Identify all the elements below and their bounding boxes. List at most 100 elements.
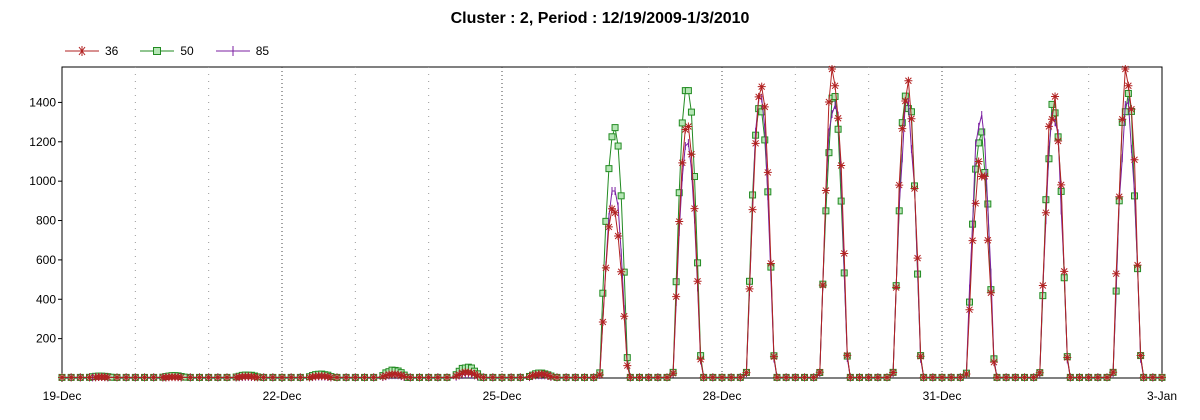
data-point [980, 172, 989, 181]
data-point [1011, 373, 1020, 382]
data-point [681, 125, 690, 134]
data-point [754, 92, 763, 101]
data-point [406, 373, 415, 382]
data-point [391, 370, 400, 379]
legend-label-85: 85 [255, 44, 270, 58]
data-point [149, 373, 158, 382]
data-point [278, 373, 286, 382]
data-point [458, 369, 467, 378]
data-point [831, 81, 840, 90]
data-point [696, 355, 705, 364]
data-point [824, 97, 833, 106]
data-point [791, 373, 800, 382]
data-point [895, 181, 904, 190]
data-point [525, 372, 534, 381]
data-point [1158, 373, 1166, 382]
data-point [259, 373, 268, 382]
series-line-36 [62, 68, 1162, 378]
data-point [1130, 155, 1139, 164]
legend: 36 50 85 [65, 42, 269, 60]
data-point [873, 373, 882, 382]
data-point [916, 352, 925, 361]
data-point [611, 124, 619, 132]
data-point [822, 207, 830, 215]
data-point [415, 373, 424, 382]
y-tick-label: 800 [36, 214, 56, 228]
data-point [727, 373, 736, 382]
y-tick-label: 200 [36, 332, 56, 346]
data-point [1148, 373, 1157, 382]
data-point [1127, 105, 1136, 114]
data-point [635, 373, 644, 382]
data-point [993, 373, 1001, 382]
data-point [653, 373, 662, 382]
data-point [1057, 180, 1066, 189]
data-point [1029, 373, 1038, 382]
legend-item-85: 85 [215, 42, 270, 60]
data-point [571, 373, 580, 382]
data-point [910, 184, 919, 193]
data-point [855, 373, 864, 382]
data-point [846, 373, 855, 382]
data-point [708, 373, 717, 382]
data-point [268, 373, 277, 382]
data-point [1066, 373, 1075, 382]
data-point [742, 368, 751, 377]
data-point [1075, 373, 1084, 382]
data-point [684, 87, 692, 95]
data-point [296, 373, 305, 382]
data-point [620, 312, 629, 321]
x-tick-label: 19-Dec [43, 389, 82, 403]
data-point [669, 369, 678, 378]
data-point [1035, 368, 1044, 377]
data-point [186, 373, 195, 382]
data-point [369, 373, 378, 382]
data-point [782, 373, 791, 382]
data-point [1133, 261, 1142, 270]
y-tick-label: 1000 [29, 174, 56, 188]
data-point [837, 161, 846, 170]
data-point [834, 114, 843, 123]
data-point [962, 369, 971, 378]
x-tick-label: 22-Dec [263, 389, 302, 403]
data-point [122, 373, 131, 382]
data-point [800, 373, 809, 382]
data-point [898, 124, 907, 133]
data-point [1044, 122, 1053, 131]
data-point [85, 373, 94, 382]
data-point [394, 370, 403, 379]
data-point [821, 186, 830, 195]
data-point [1063, 353, 1072, 362]
data-point [1051, 92, 1060, 101]
data-point [828, 64, 836, 73]
data-point [1048, 100, 1056, 108]
data-point [342, 373, 351, 382]
x-tick-label: 25-Dec [483, 389, 522, 403]
data-point [498, 373, 506, 382]
data-point [834, 125, 842, 133]
x-tick-label: 3-Jan [1147, 389, 1177, 403]
data-point [913, 254, 922, 263]
data-point [1093, 373, 1102, 382]
data-point [540, 370, 549, 379]
data-point [213, 373, 222, 382]
data-point [617, 267, 626, 276]
data-point [1060, 267, 1069, 276]
legend-label-50: 50 [180, 44, 194, 58]
data-point [326, 373, 335, 382]
data-point [397, 371, 406, 380]
data-point [663, 373, 671, 382]
data-point [67, 373, 76, 382]
data-point [672, 292, 681, 301]
data-point [766, 259, 775, 268]
data-point [989, 358, 998, 367]
data-point [479, 373, 488, 382]
data-point [562, 373, 571, 382]
data-point [699, 373, 708, 382]
data-point [818, 281, 827, 290]
data-point [736, 373, 745, 382]
data-point [614, 231, 623, 240]
data-point [470, 369, 479, 378]
data-point [611, 208, 620, 217]
